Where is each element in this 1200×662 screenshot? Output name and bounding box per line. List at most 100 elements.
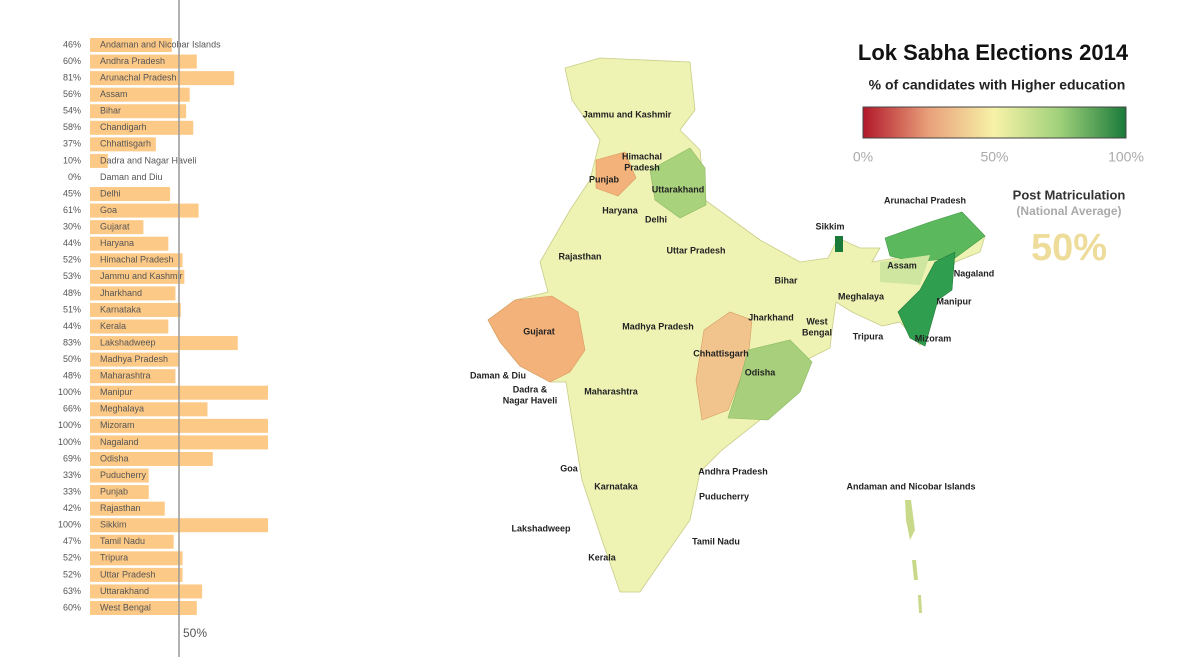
region-label: Manipur — [937, 296, 972, 306]
region-label: Nagaland — [954, 268, 995, 278]
region-label: Daman & Diu — [470, 370, 526, 380]
region-label: Andhra Pradesh — [698, 466, 768, 476]
category-label: Sikkim — [100, 520, 127, 530]
category-label: Dadra and Nagar Haveli — [100, 155, 197, 165]
value-label: 81% — [63, 72, 81, 82]
bar — [90, 501, 165, 516]
value-label: 100% — [58, 437, 81, 447]
category-label: Manipur — [100, 387, 133, 397]
bar — [90, 534, 174, 549]
map-subtitle: % of candidates with Higher education — [869, 77, 1126, 93]
value-label: 51% — [63, 304, 81, 314]
region-label: Karnataka — [594, 481, 639, 491]
map-region — [884, 211, 986, 263]
region-label: Uttarakhand — [652, 184, 705, 194]
bar — [90, 203, 199, 218]
category-label: Himachal Pradesh — [100, 255, 174, 265]
value-label: 44% — [63, 321, 81, 331]
bar — [90, 369, 176, 384]
map-region — [880, 255, 930, 285]
reference-label: 50% — [183, 626, 207, 640]
bar — [90, 567, 183, 582]
category-label: Madhya Pradesh — [100, 354, 168, 364]
region-label: Tamil Nadu — [692, 536, 740, 546]
map-region — [695, 311, 753, 421]
bar — [90, 54, 197, 69]
bar — [90, 137, 156, 152]
category-label: Tripura — [100, 553, 128, 563]
value-label: 45% — [63, 188, 81, 198]
category-label: Uttar Pradesh — [100, 569, 156, 579]
scale-tick-label: 100% — [1108, 149, 1144, 165]
category-label: Chhattisgarh — [100, 139, 151, 149]
value-label: 30% — [63, 222, 81, 232]
map-region — [835, 236, 843, 252]
category-label: Maharashtra — [100, 371, 151, 381]
region-label: Odisha — [745, 367, 777, 377]
region-label: Kerala — [588, 552, 617, 562]
bar — [90, 38, 172, 52]
category-label: Goa — [100, 205, 117, 215]
region-label: Delhi — [645, 214, 667, 224]
bar — [90, 220, 144, 235]
category-label: Puducherry — [100, 470, 147, 480]
india-map — [487, 57, 1127, 613]
map-region — [727, 339, 813, 421]
category-label: Nagaland — [100, 437, 139, 447]
region-label: Jharkhand — [748, 312, 794, 322]
category-label: Karnataka — [100, 304, 141, 314]
value-label: 46% — [63, 39, 81, 49]
value-label: 54% — [63, 106, 81, 116]
bar — [90, 468, 149, 483]
average-subtitle: (National Average) — [1016, 204, 1121, 218]
category-label: Bihar — [100, 106, 121, 116]
bar — [90, 120, 194, 135]
region-label: Bihar — [774, 275, 798, 285]
region-label: Sikkim — [815, 221, 844, 231]
category-label: Chandigarh — [100, 122, 147, 132]
bar — [90, 601, 197, 615]
bar — [90, 485, 149, 500]
region-label: Lakshadweep — [511, 523, 571, 533]
region-label: Arunachal Pradesh — [884, 195, 966, 205]
region-label: Tripura — [853, 331, 885, 341]
value-label: 100% — [58, 420, 81, 430]
category-label: Delhi — [100, 188, 121, 198]
region-label: Rajasthan — [558, 251, 601, 261]
category-label: Gujarat — [100, 222, 130, 232]
map-islands — [905, 500, 922, 613]
region-label: Puducherry — [699, 491, 749, 501]
region-label: Himachal — [622, 151, 662, 161]
region-label: West — [806, 316, 827, 326]
value-label: 61% — [63, 205, 81, 215]
category-label: Rajasthan — [100, 503, 141, 513]
map-region — [595, 151, 637, 197]
category-label: Assam — [100, 89, 128, 99]
bar — [90, 551, 183, 566]
value-label: 33% — [63, 486, 81, 496]
region-label: Mizoram — [915, 333, 952, 343]
category-label: Mizoram — [100, 420, 135, 430]
value-label: 58% — [63, 122, 81, 132]
category-label: Daman and Diu — [100, 172, 163, 182]
category-label: Arunachal Pradesh — [100, 72, 177, 82]
value-label: 60% — [63, 56, 81, 66]
region-label: Goa — [560, 463, 578, 473]
value-label: 52% — [63, 255, 81, 265]
category-label: Uttarakhand — [100, 586, 149, 596]
value-label: 60% — [63, 602, 81, 612]
map-region — [487, 295, 586, 383]
region-label: Maharashtra — [584, 386, 639, 396]
region-label: Haryana — [602, 205, 639, 215]
value-label: 100% — [58, 387, 81, 397]
value-label: 42% — [63, 503, 81, 513]
value-label: 37% — [63, 139, 81, 149]
category-label: Meghalaya — [100, 404, 144, 414]
category-label: Odisha — [100, 453, 129, 463]
category-label: Tamil Nadu — [100, 536, 145, 546]
region-label: Punjab — [589, 174, 620, 184]
region-label: Bengal — [802, 327, 832, 337]
category-label: Andhra Pradesh — [100, 56, 165, 66]
category-label: Punjab — [100, 486, 128, 496]
value-label: 56% — [63, 89, 81, 99]
